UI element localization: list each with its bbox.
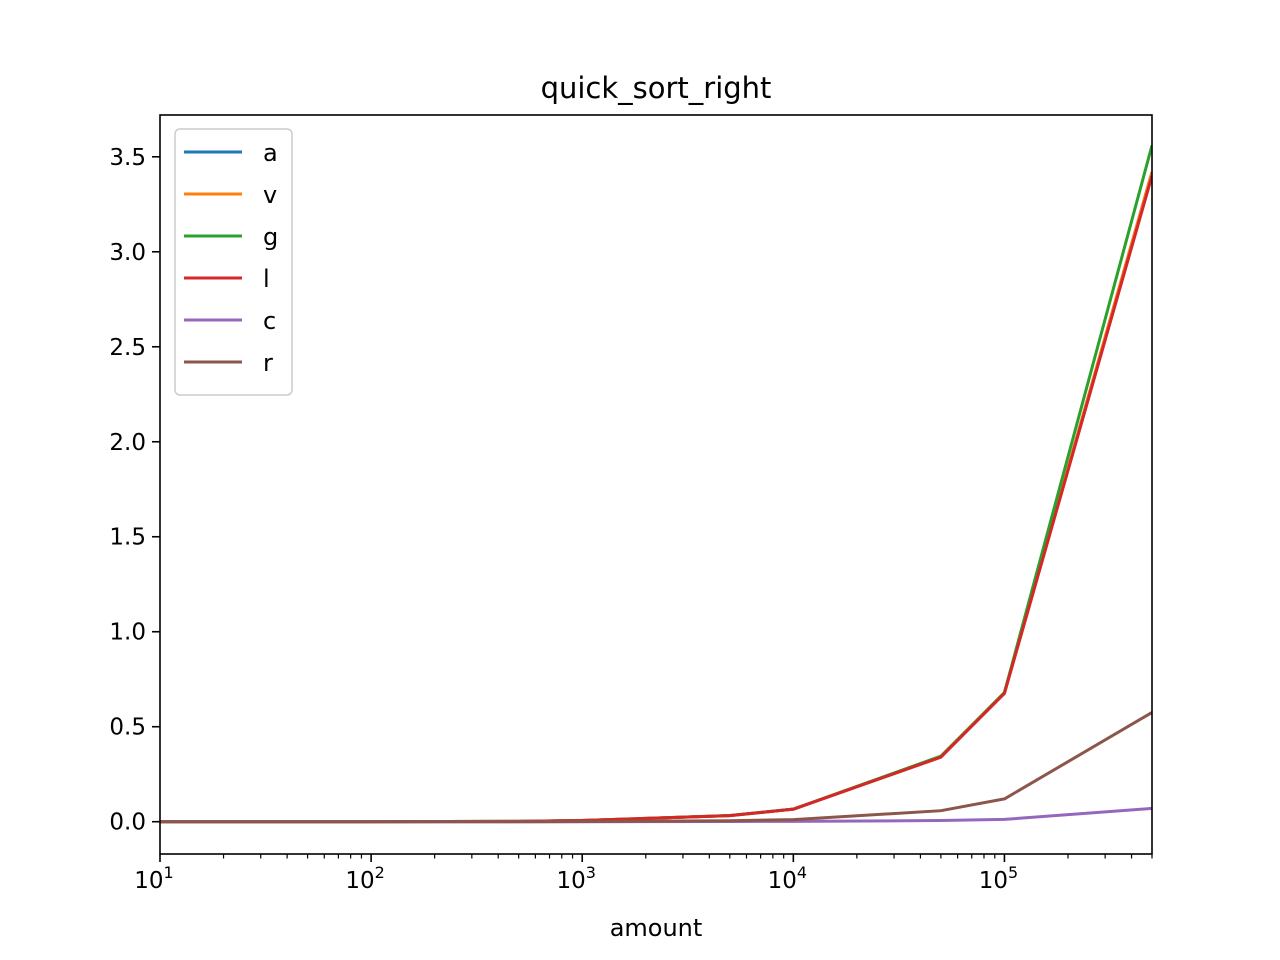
axes-frame — [159, 114, 1153, 855]
y-tick-label: 2.5 — [109, 335, 146, 361]
y-tick-label: 0.0 — [109, 810, 146, 836]
series-layer — [160, 145, 1152, 824]
legend-label-r: r — [263, 349, 273, 377]
legend-label-g: g — [263, 223, 278, 251]
x-tick-exponent: 3 — [586, 863, 596, 882]
legend-box — [174, 128, 293, 396]
legend-label-v: v — [263, 181, 277, 209]
y-tick-label: 1.0 — [109, 620, 146, 646]
x-tick-exponent: 2 — [375, 863, 385, 882]
y-axis: 0.0 0.5 1.0 1.5 2.0 2.5 3.0 3.5 — [109, 145, 160, 836]
x-tick-label: 101 — [134, 863, 173, 894]
x-tick-exponent: 4 — [797, 863, 807, 882]
x-axis-label: amount — [610, 914, 703, 942]
y-tick-label: 3.0 — [109, 240, 146, 266]
y-tick-label: 0.5 — [109, 715, 146, 741]
legend-label-c: c — [263, 307, 276, 335]
chart-title: quick_sort_right — [541, 71, 772, 105]
legend-label-l: l — [263, 265, 270, 293]
y-tick-label: 3.5 — [109, 145, 146, 171]
x-tick-exponent: 5 — [1008, 863, 1018, 882]
x-tick-exponent: 1 — [164, 863, 174, 882]
legend-label-a: a — [263, 139, 278, 167]
series-line-r — [160, 711, 1152, 824]
y-tick-label: 2.0 — [109, 430, 146, 456]
y-tick-label: 1.5 — [109, 525, 146, 551]
